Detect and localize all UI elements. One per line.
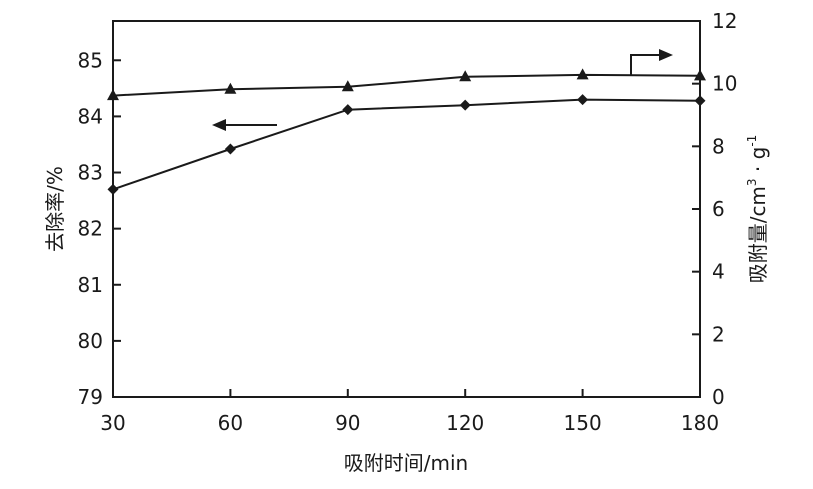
right-tick-label: 2 — [712, 322, 725, 346]
right-tick-label: 10 — [712, 72, 737, 96]
right-axis-title-mid: · g — [746, 147, 770, 179]
series-lines — [112, 73, 701, 191]
left-tick-label: 83 — [78, 161, 103, 185]
left-tick-label: 79 — [78, 385, 103, 409]
x-axis: 30 60 90 120 150 180 — [100, 389, 719, 435]
triangle-point — [224, 82, 237, 94]
triangle-point — [576, 68, 589, 80]
series-markers — [107, 68, 706, 195]
left-tick-label: 84 — [78, 104, 103, 128]
diamond-point — [107, 183, 119, 195]
diamond-point — [224, 143, 236, 155]
left-tick-label: 81 — [78, 273, 103, 297]
right-axis-title-main: 吸附量/cm — [746, 186, 770, 283]
right-axis-arrow — [630, 49, 673, 75]
x-tick-label: 60 — [218, 411, 243, 435]
right-axis-title-sup2: -1 — [745, 135, 759, 147]
right-tick-label: 6 — [712, 197, 725, 221]
diamond-point — [459, 99, 471, 111]
x-tick-label: 30 — [100, 411, 125, 435]
triangle-point — [459, 70, 472, 82]
series-line-triangle — [112, 73, 701, 97]
right-tick-label: 0 — [712, 385, 725, 409]
x-tick-label: 90 — [335, 411, 360, 435]
right-axis-title: 吸附量/cm3 · g-1 — [745, 135, 770, 284]
left-tick-label: 85 — [78, 48, 103, 72]
left-tick-label: 80 — [78, 329, 103, 353]
right-tick-label: 4 — [712, 260, 725, 284]
right-axis: 0 2 4 6 8 10 12 — [692, 9, 737, 409]
plot-frame — [112, 20, 701, 398]
x-axis-title: 吸附时间/min — [344, 451, 468, 475]
diamond-point — [694, 95, 706, 107]
triangle-point — [107, 89, 119, 101]
left-tick-label: 82 — [78, 217, 103, 241]
right-tick-label: 8 — [712, 134, 725, 158]
diamond-point — [342, 104, 354, 116]
right-tick-label: 12 — [712, 9, 737, 33]
triangle-point — [341, 80, 354, 92]
series-line-diamond — [112, 98, 701, 191]
triangle-point — [694, 69, 706, 81]
x-tick-label: 120 — [446, 411, 484, 435]
diamond-point — [577, 94, 589, 106]
right-axis-title-sup1: 3 — [745, 178, 759, 186]
x-tick-label: 180 — [681, 411, 719, 435]
x-tick-label: 150 — [564, 411, 602, 435]
left-axis-arrow — [212, 119, 277, 131]
left-axis-title: 去除率/% — [43, 166, 67, 252]
left-axis: 79 80 81 82 83 84 85 — [78, 48, 121, 409]
